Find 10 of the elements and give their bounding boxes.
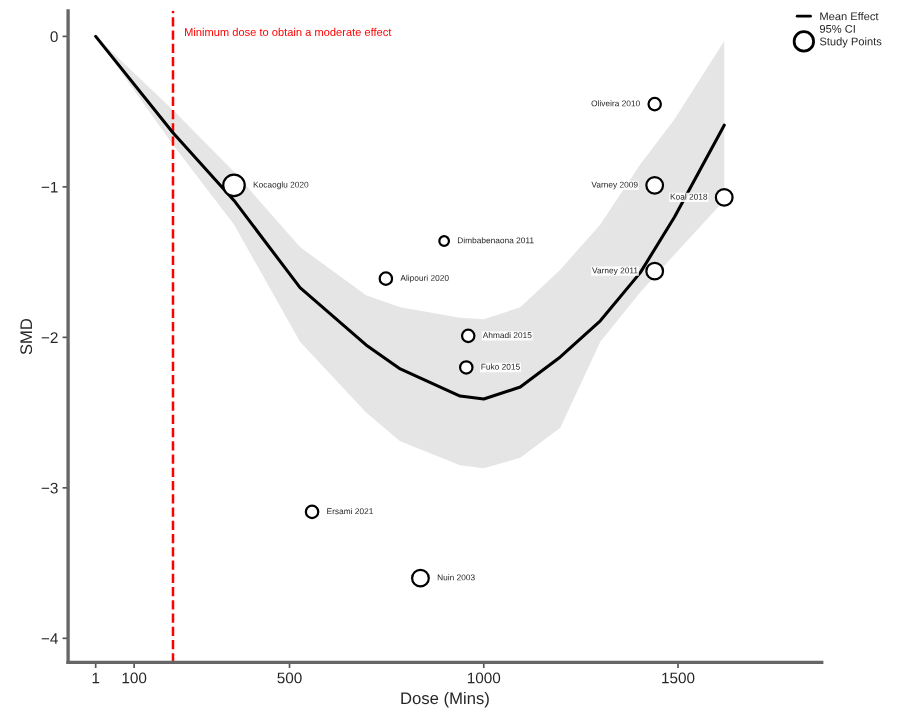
point: [459, 360, 474, 375]
point: [647, 96, 662, 112]
x-axis-title: Dose (Mins): [401, 691, 489, 708]
point: [438, 235, 451, 247]
point: [304, 504, 320, 520]
point: [411, 568, 430, 588]
y-axis-title: SMD: [20, 318, 33, 355]
point: [378, 271, 394, 286]
line-series: [94, 34, 726, 401]
point: [460, 328, 476, 344]
